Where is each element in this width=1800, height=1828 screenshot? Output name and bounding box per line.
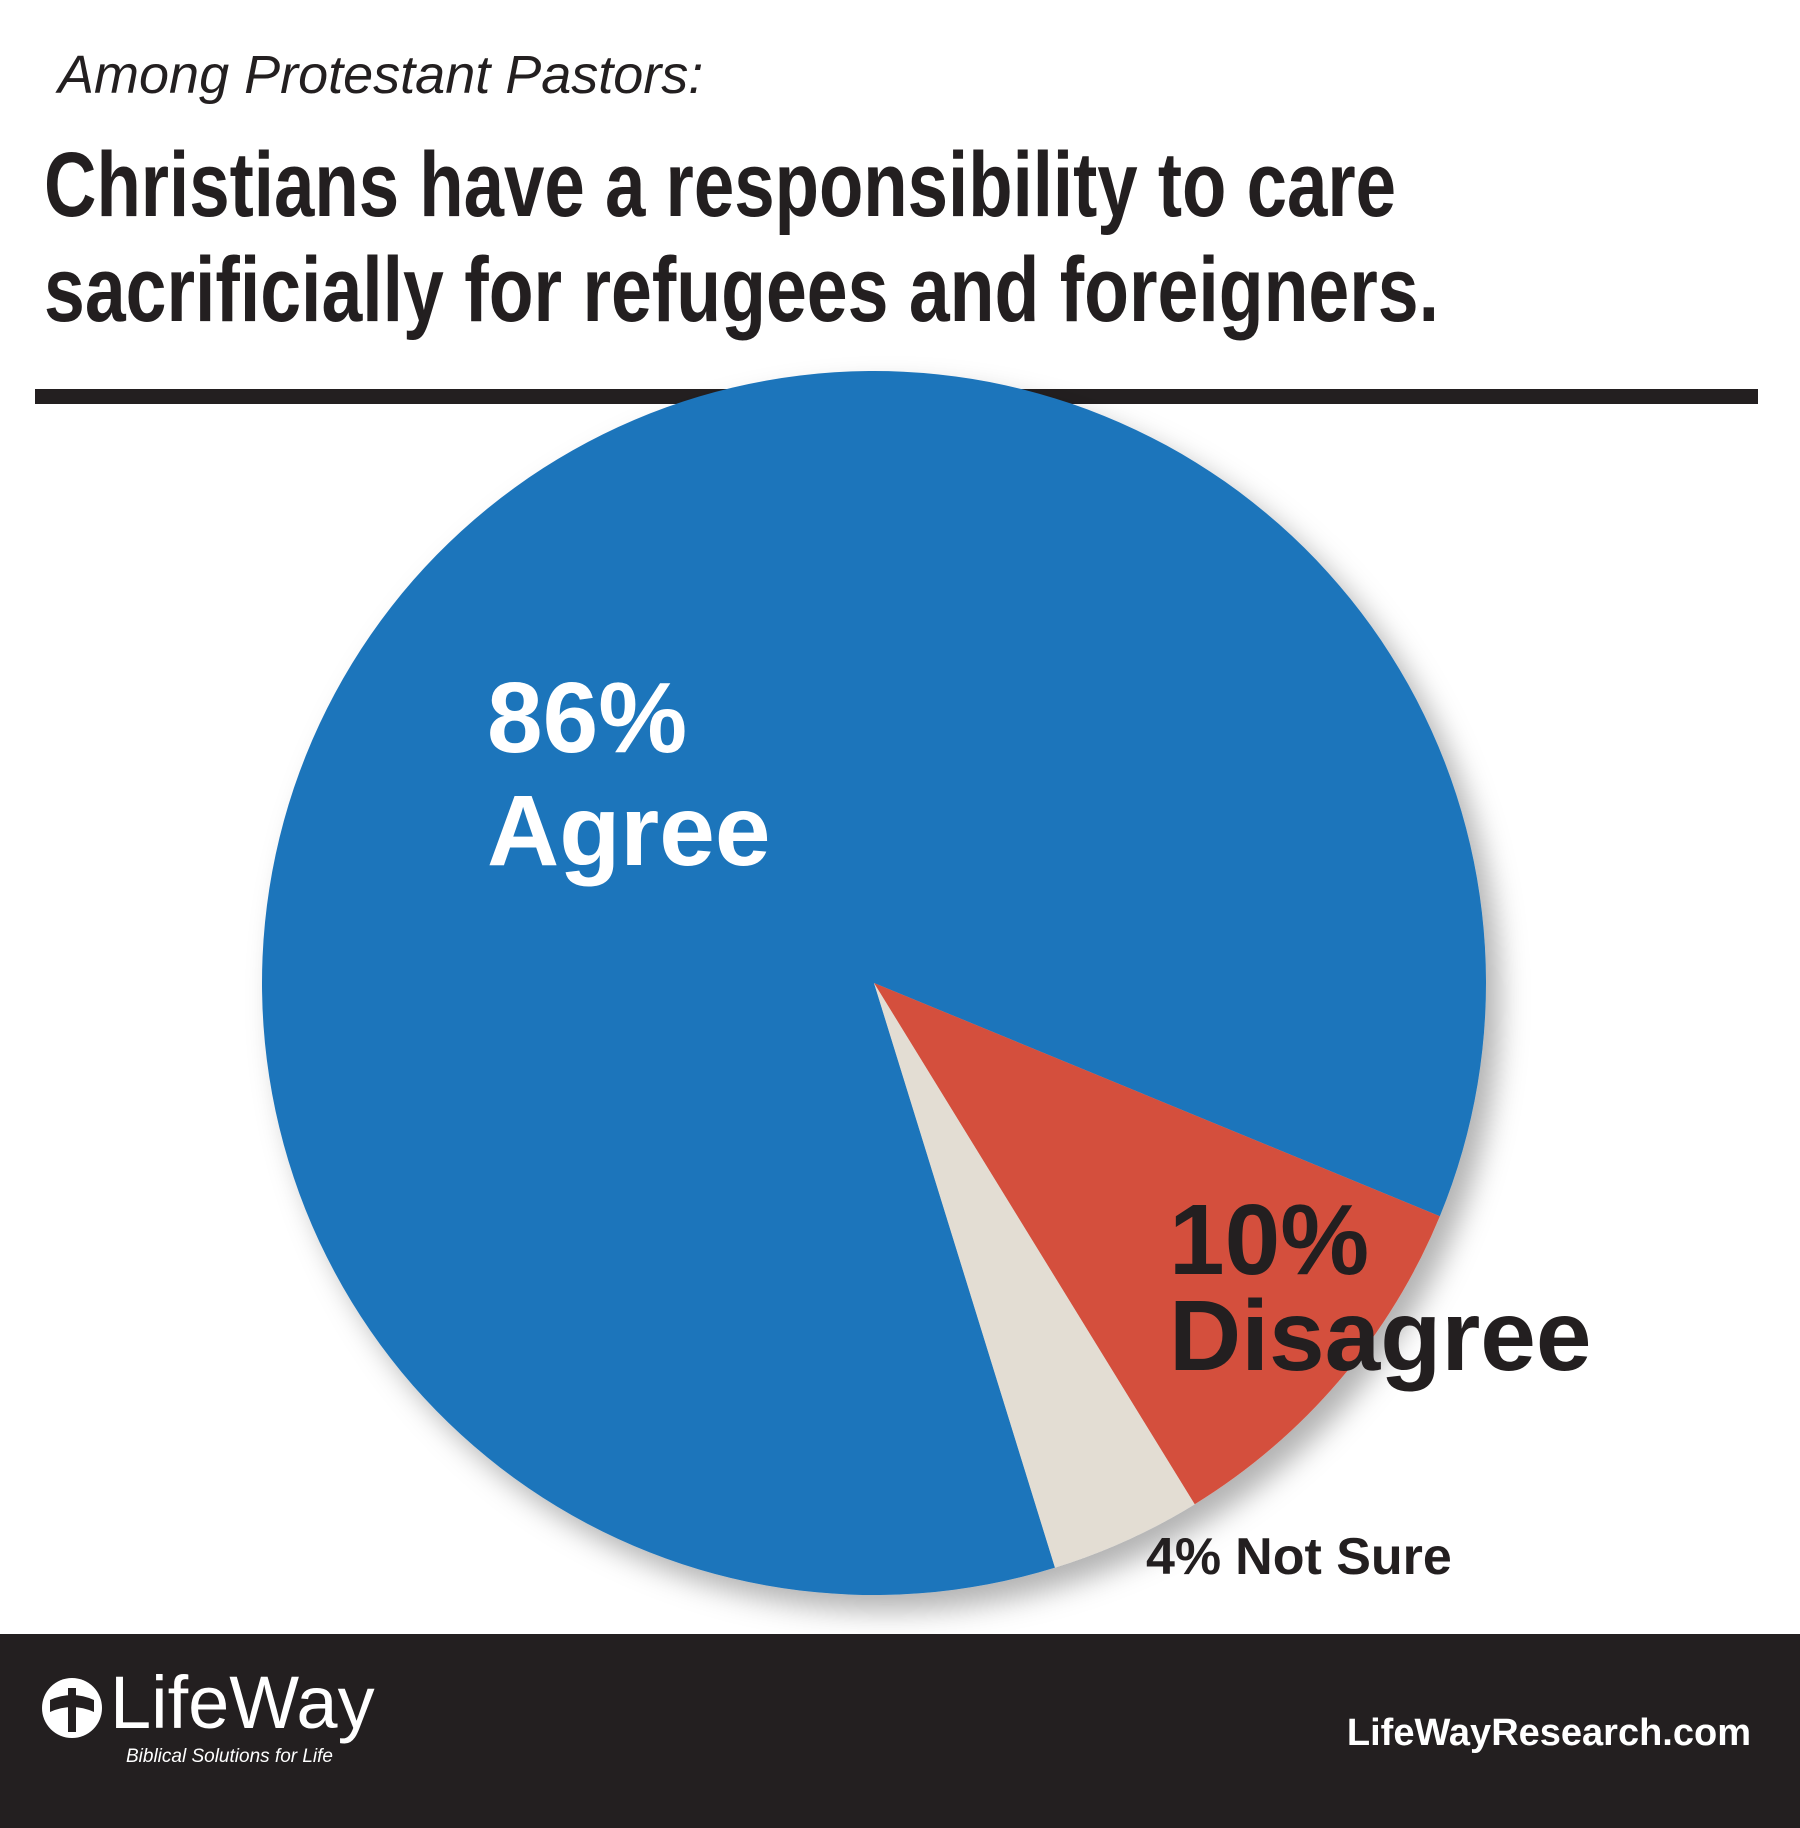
category-label: Disagree: [1169, 1280, 1591, 1392]
pie-slice: [874, 983, 1195, 1568]
title-line: sacrificially for refugees and foreigner…: [44, 239, 1439, 341]
logo-icon-mark: [68, 1688, 76, 1732]
category-label: Not Sure: [1235, 1528, 1452, 1586]
pie-slice: [261, 371, 1486, 1596]
value-label: 4%: [1146, 1528, 1221, 1586]
logo: LifeWay: [110, 1661, 375, 1744]
footer: [0, 1634, 1800, 1828]
pie-slice: [874, 983, 1440, 1505]
pie: [261, 371, 1486, 1596]
title-line: Christians have a responsibility to care: [44, 134, 1396, 236]
value-label: 86%: [487, 662, 687, 774]
tagline: Biblical Solutions for Life: [126, 1746, 333, 1767]
subtitle: Among Protestant Pastors:: [55, 45, 703, 105]
value-label: 10%: [1169, 1184, 1369, 1296]
labels: 86%Agree 10%Disagree 4% Not Sure: [487, 662, 1591, 1586]
slice-label: 4% Not Sure: [1146, 1528, 1452, 1586]
url: LifeWayResearch.com: [1347, 1712, 1751, 1754]
category-label: Agree: [487, 775, 770, 887]
